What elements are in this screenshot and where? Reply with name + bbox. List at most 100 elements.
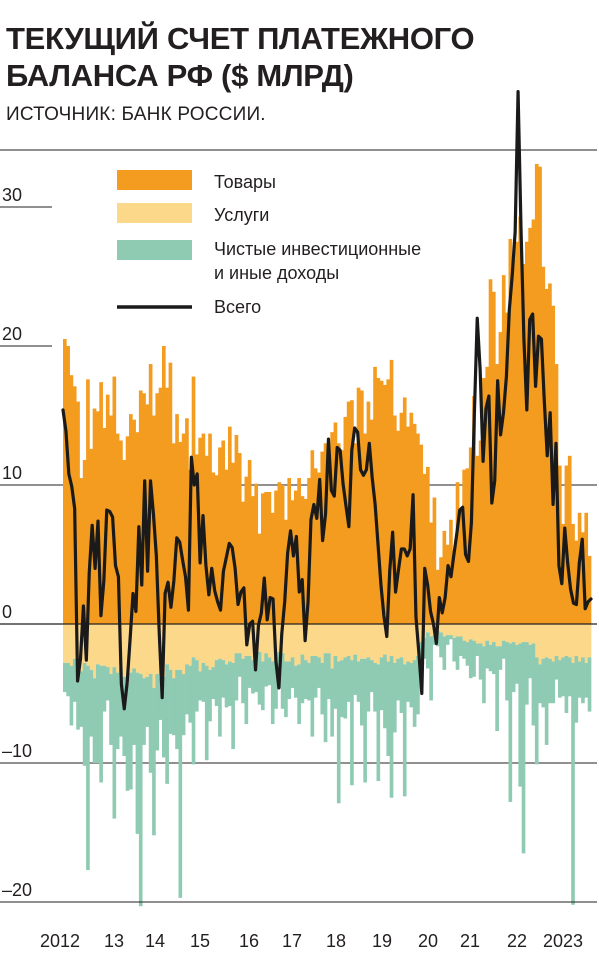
bar-income (241, 658, 245, 704)
bar-income (152, 687, 156, 836)
bar-income (386, 661, 391, 757)
bar-goods (518, 216, 523, 625)
bar-services (201, 624, 206, 663)
bar-income (99, 665, 103, 783)
bar-services (541, 624, 546, 659)
x-tick-label: 2012 (40, 931, 80, 951)
bar-goods (294, 490, 298, 624)
bar-services (198, 624, 202, 672)
bar-income (393, 662, 397, 733)
bar-services (122, 624, 127, 677)
bar-income (86, 665, 90, 871)
bar-services (72, 624, 77, 659)
bar-services (112, 624, 117, 668)
bar-goods (482, 377, 486, 624)
bar-income (218, 658, 222, 737)
chart-title: ТЕКУЩИЙ СЧЕТ ПЛАТЕЖНОГО БАЛАНСА РФ ($ МЛ… (6, 20, 596, 94)
bar-goods (442, 530, 447, 624)
bar-services (142, 624, 146, 679)
bar-income (439, 632, 443, 658)
bar-goods (511, 259, 516, 624)
bar-goods (76, 401, 80, 624)
bar-goods (538, 166, 542, 624)
bar-income (228, 661, 232, 707)
bar-goods (221, 440, 226, 624)
bar-goods (125, 436, 130, 624)
bar-goods (112, 376, 117, 624)
bar-income (267, 657, 272, 686)
y-axis-ticks: 30 20 10 0 –10 –20 (2, 185, 32, 900)
x-tick-label: 16 (239, 931, 259, 951)
bar-goods (541, 266, 546, 624)
bar-income (356, 661, 361, 702)
total-layer (61, 90, 593, 711)
bar-goods (237, 453, 242, 624)
bar-goods (416, 433, 420, 624)
bar-services (587, 624, 592, 658)
bar-services (195, 624, 199, 661)
bar-goods (432, 497, 437, 624)
bar-income (343, 657, 348, 719)
bar-income (72, 658, 77, 702)
bar-services (145, 624, 150, 677)
bar-goods (254, 483, 259, 624)
bar-services (548, 624, 552, 659)
legend-swatch (117, 240, 192, 260)
bar-goods (69, 375, 74, 624)
bar-services (63, 624, 67, 663)
bar-services (472, 624, 476, 641)
bar-income (422, 637, 427, 659)
bar-income (455, 636, 460, 670)
bar-services (105, 624, 110, 668)
bar-income (511, 642, 516, 693)
bar-goods (495, 364, 499, 624)
bar-goods (393, 415, 397, 624)
bar-services (214, 624, 219, 661)
bar-goods (218, 447, 222, 624)
bar-services (383, 624, 387, 655)
bar-income (198, 671, 202, 701)
bar-goods (439, 557, 443, 624)
bar-goods (396, 430, 400, 624)
x-tick-label: 2023 (543, 931, 583, 951)
legend-label: Всего (214, 297, 261, 317)
bar-services (465, 624, 470, 643)
bar-services (307, 624, 311, 663)
bar-goods (158, 387, 163, 624)
bar-services (340, 624, 344, 661)
bar-income (399, 657, 404, 713)
bar-income (561, 657, 565, 697)
bar-services (168, 624, 173, 670)
bar-services (234, 624, 239, 654)
bar-services (185, 624, 189, 665)
bar-goods (138, 390, 143, 624)
bar-income (178, 669, 183, 898)
bar-services (270, 624, 275, 662)
bar-goods (211, 472, 216, 624)
bar-income (317, 657, 321, 688)
bar-income (303, 660, 308, 700)
bar-goods (426, 466, 430, 624)
bar-income (501, 640, 506, 659)
bar-goods (353, 443, 358, 624)
bar-income (204, 665, 209, 761)
chart-source: ИСТОЧНИК: БАНК РОССИИ. (6, 104, 266, 125)
bar-services (89, 624, 94, 670)
bar-goods (399, 412, 404, 624)
bar-goods (429, 522, 433, 624)
bar-goods (419, 444, 424, 624)
bar-services (402, 624, 407, 665)
bar-services (577, 624, 582, 662)
bar-goods (109, 415, 113, 624)
bar-income (76, 665, 80, 730)
bar-goods (363, 433, 367, 624)
bar-services (294, 624, 298, 666)
bar-goods (66, 346, 70, 624)
bar-goods (195, 454, 199, 624)
bar-services (224, 624, 229, 665)
bar-income (254, 662, 259, 693)
bar-income (505, 642, 509, 701)
bar-services (551, 624, 556, 662)
x-axis-ticks: 2012 13 14 15 16 17 18 19 20 21 22 2023 (0, 901, 597, 951)
bar-income (224, 664, 229, 708)
